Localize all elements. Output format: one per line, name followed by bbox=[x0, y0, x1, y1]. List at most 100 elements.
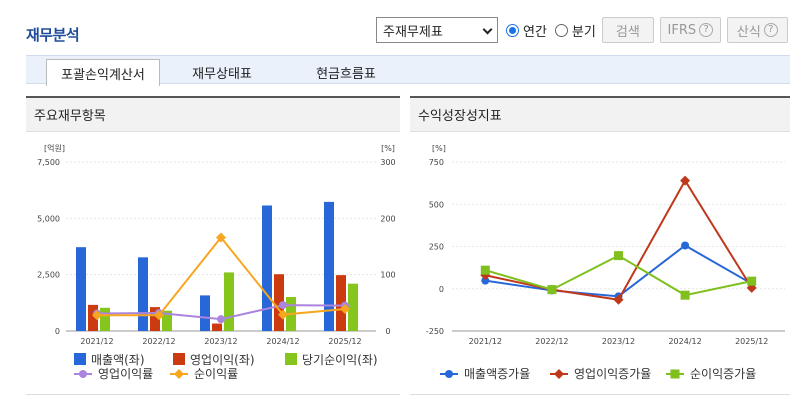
key-financials-chart: [억원] [%] 0 2,500 5,000 7,500 0 100 200 300 2021/12… bbox=[37, 143, 396, 381]
legend-label: 매출액(좌) bbox=[91, 353, 145, 367]
legend-marker bbox=[79, 370, 87, 378]
y-right-tick-label: 0 bbox=[385, 327, 390, 336]
legend-label: 순이익증가율 bbox=[690, 367, 756, 381]
legend-marker bbox=[670, 369, 680, 379]
y-left-tick-label: 7,500 bbox=[37, 158, 60, 167]
controls-bar: 주재무제표 연간 분기 검색 IFRS ? 산식 ? bbox=[376, 17, 788, 43]
bar-1 bbox=[88, 304, 98, 331]
line-point-2 bbox=[547, 285, 557, 295]
line-point-1 bbox=[154, 310, 164, 321]
y-tick-label: 750 bbox=[429, 158, 444, 167]
page-title: 재무분석 bbox=[26, 26, 80, 44]
period-quarter-label: 분기 bbox=[571, 24, 596, 40]
tab-balance-sheet[interactable]: 재무상태표 bbox=[192, 66, 252, 82]
x-tick-label: 2025/12 bbox=[735, 337, 768, 346]
growth-indicators-chart: [%] -250 0 250 500 750 2021/12 2022/12 2023/12 20… bbox=[426, 144, 785, 381]
line-point-1 bbox=[680, 175, 691, 186]
key-financials-title: 주요재무항목 bbox=[26, 98, 400, 132]
y-right-unit: [%] bbox=[381, 144, 395, 153]
line-point-0 bbox=[217, 315, 225, 324]
bar-1 bbox=[336, 275, 346, 331]
line-point-0 bbox=[681, 241, 690, 250]
x-tick-label: 2022/12 bbox=[142, 337, 175, 346]
line-point-2 bbox=[747, 276, 757, 286]
legend-label: 당기순이익(좌) bbox=[302, 353, 378, 367]
tab-cash-flow[interactable]: 현금흐름표 bbox=[316, 66, 376, 82]
growth-indicators-title: 수익성장성지표 bbox=[410, 98, 790, 132]
line-point-2 bbox=[614, 251, 623, 261]
y-tick-label: 250 bbox=[429, 243, 444, 252]
search-button[interactable]: 검색 bbox=[601, 17, 654, 43]
bar-2 bbox=[224, 272, 234, 331]
period-quarter-radio[interactable]: 분기 bbox=[554, 21, 596, 40]
radio-checked-icon bbox=[506, 23, 519, 37]
chevron-down-icon bbox=[482, 24, 493, 35]
legend-label: 영업이익(좌) bbox=[190, 353, 255, 367]
line-point-2 bbox=[480, 265, 490, 275]
divider bbox=[26, 394, 400, 395]
line-point-0 bbox=[481, 276, 490, 285]
legend-label: 영업이익률 bbox=[98, 367, 153, 381]
ifrs-label: IFRS bbox=[667, 22, 697, 38]
formula-button[interactable]: 산식 ? bbox=[726, 17, 788, 43]
y-left-tick-label: 5,000 bbox=[37, 214, 60, 223]
y-tick-label: -250 bbox=[426, 327, 444, 336]
growth-indicators-panel: 수익성장성지표 [%] -250 0 250 500 750 2021/12 2022/12 2… bbox=[410, 96, 790, 395]
line-point-1 bbox=[216, 232, 226, 243]
ifrs-button[interactable]: IFRS ? bbox=[659, 17, 721, 43]
series-line-1 bbox=[97, 235, 346, 317]
y-right-tick-label: 200 bbox=[380, 214, 395, 223]
y-tick-label: 0 bbox=[439, 285, 444, 294]
y-left-unit: [억원] bbox=[44, 143, 65, 153]
period-annual-radio[interactable]: 연간 bbox=[506, 21, 547, 40]
line-point-1 bbox=[613, 294, 624, 305]
x-tick-label: 2023/12 bbox=[602, 337, 635, 346]
tab-income-statement[interactable]: 포괄손익계산서 bbox=[46, 59, 160, 86]
divider bbox=[410, 394, 790, 395]
legend-label: 순이익률 bbox=[194, 367, 238, 381]
y-right-tick-label: 300 bbox=[380, 158, 395, 167]
y-right-tick-label: 100 bbox=[380, 271, 395, 280]
bar-0 bbox=[138, 257, 148, 331]
line-point-1 bbox=[92, 310, 102, 321]
formula-label: 산식 bbox=[736, 24, 761, 40]
bar-1 bbox=[150, 307, 160, 331]
x-tick-label: 2024/12 bbox=[266, 337, 299, 346]
legend-swatch bbox=[173, 353, 185, 365]
x-tick-label: 2023/12 bbox=[204, 337, 237, 346]
y-left-tick-label: 0 bbox=[55, 327, 60, 336]
legend-label: 매출액증가율 bbox=[464, 367, 530, 381]
bar-2 bbox=[162, 310, 172, 331]
legend-swatch bbox=[74, 353, 86, 365]
line-point-1 bbox=[278, 309, 288, 320]
radio-unchecked-icon bbox=[554, 23, 568, 37]
statement-tabs: 포괄손익계산서 재무상태표 현금흐름표 bbox=[26, 55, 790, 86]
period-annual-label: 연간 bbox=[523, 24, 547, 40]
y-tick-label: 500 bbox=[429, 200, 444, 209]
bar-0 bbox=[76, 247, 86, 331]
legend-marker bbox=[554, 369, 564, 379]
bar-1 bbox=[274, 274, 284, 331]
y-unit: [%] bbox=[432, 144, 446, 153]
help-icon[interactable]: ? bbox=[763, 23, 778, 37]
x-tick-label: 2021/12 bbox=[80, 337, 113, 346]
statement-select-value: 주재무제표 bbox=[383, 24, 443, 40]
key-financials-panel: 주요재무항목 [억원] [%] 0 2,500 5,000 7,500 0 100 200 300… bbox=[26, 96, 400, 395]
legend-marker bbox=[174, 369, 184, 379]
bar-0 bbox=[262, 205, 272, 331]
line-point-0 bbox=[279, 301, 287, 310]
bar-0 bbox=[200, 295, 210, 331]
y-left-tick-label: 2,500 bbox=[37, 271, 60, 280]
x-tick-label: 2021/12 bbox=[469, 337, 502, 346]
bar-2 bbox=[100, 307, 110, 331]
x-tick-label: 2022/12 bbox=[535, 337, 568, 346]
legend-swatch bbox=[285, 353, 297, 365]
x-tick-label: 2025/12 bbox=[328, 337, 361, 346]
line-point-2 bbox=[680, 290, 690, 300]
bar-2 bbox=[348, 283, 358, 331]
legend-marker bbox=[445, 370, 453, 378]
x-tick-label: 2024/12 bbox=[668, 337, 701, 346]
statement-select[interactable]: 주재무제표 bbox=[376, 17, 498, 43]
legend-label: 영업이익증가율 bbox=[574, 367, 651, 381]
help-icon[interactable]: ? bbox=[699, 23, 714, 37]
